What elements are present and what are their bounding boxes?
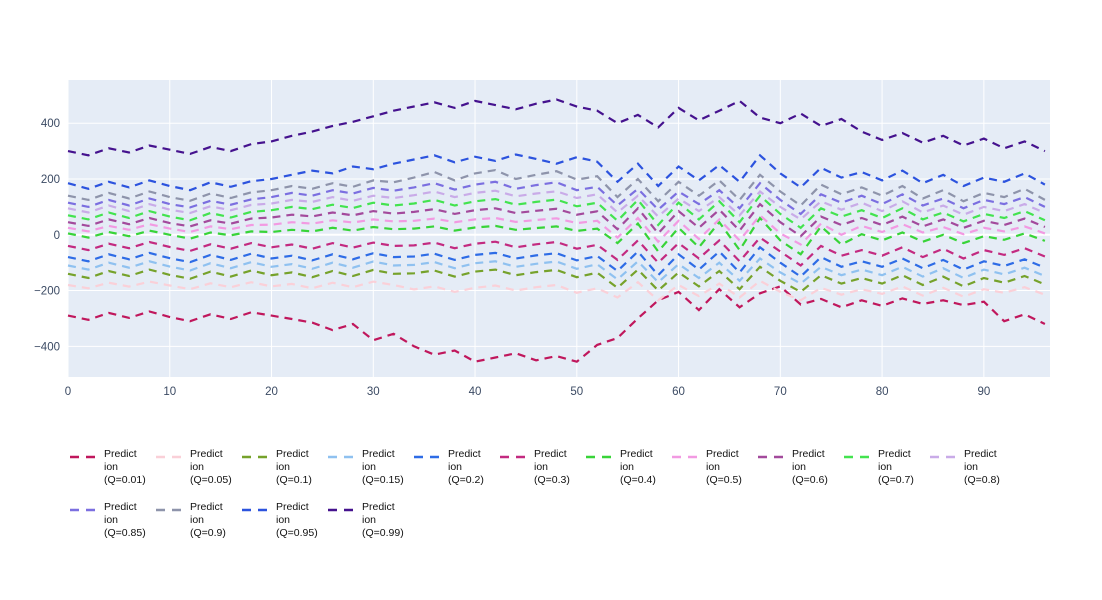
x-tick-label: 20 (265, 386, 278, 398)
x-tick-label: 30 (367, 386, 380, 398)
legend-label: Predict ion (Q=0.85) (104, 501, 146, 539)
legend-dash-swatch (328, 508, 358, 512)
legend-item-q0.6[interactable]: Predict ion (Q=0.6) (758, 448, 844, 487)
series-line-0.4[interactable] (67, 216, 1046, 256)
series-line-0.3[interactable] (67, 236, 1046, 267)
series-line-0.99[interactable] (67, 98, 1046, 157)
y-tick-label: 0 (54, 230, 60, 242)
legend-dash-swatch (844, 455, 874, 459)
series-line-0.9[interactable] (67, 168, 1046, 207)
x-tick-label: 70 (774, 386, 787, 398)
legend-item-q0.2[interactable]: Predict ion (Q=0.2) (414, 448, 500, 487)
series-line-0.5[interactable] (67, 213, 1046, 246)
legend-dash-swatch (500, 455, 530, 459)
plot-area (68, 80, 1050, 377)
series-line-0.2[interactable] (67, 245, 1046, 279)
chart-canvas: 0 10 20 30 40 50 60 70 80 90 −400 −200 0 200 400 (34, 80, 1050, 398)
x-tick-label: 90 (977, 386, 990, 398)
legend-dash-swatch (156, 508, 186, 512)
series-line-0.85[interactable] (67, 180, 1046, 216)
x-tick-label: 10 (163, 386, 176, 398)
legend-item-q0.5[interactable]: Predict ion (Q=0.5) (672, 448, 758, 487)
legend-label: Predict ion (Q=0.3) (534, 448, 570, 486)
chart-legend: Predict ion (Q=0.01) Predict ion (Q=0.05)… (70, 448, 1082, 554)
series-line-0.8[interactable] (67, 189, 1046, 221)
series-line-0.15[interactable] (67, 257, 1046, 285)
legend-dash-swatch (930, 455, 960, 459)
legend-item-q0.15[interactable]: Predict ion (Q=0.15) (328, 448, 414, 487)
legend-dash-swatch (328, 455, 358, 459)
legend-item-q0.95[interactable]: Predict ion (Q=0.95) (242, 501, 328, 540)
legend-item-q0.9[interactable]: Predict ion (Q=0.9) (156, 501, 242, 540)
y-tick-label: −400 (34, 341, 60, 353)
legend-label: Predict ion (Q=0.05) (190, 448, 232, 486)
legend-dash-swatch (758, 455, 788, 459)
legend-label: Predict ion (Q=0.1) (276, 448, 312, 486)
series-line-0.95[interactable] (67, 153, 1046, 192)
series-line-0.1[interactable] (67, 265, 1046, 294)
legend-item-q0.3[interactable]: Predict ion (Q=0.3) (500, 448, 586, 487)
legend-label: Predict ion (Q=0.6) (792, 448, 828, 486)
y-tick-label: 200 (41, 174, 60, 186)
x-tick-label: 50 (570, 386, 583, 398)
legend-dash-swatch (70, 455, 100, 459)
legend-item-q0.01[interactable]: Predict ion (Q=0.01) (70, 448, 156, 487)
series-line-0.7[interactable] (67, 194, 1046, 230)
legend-label: Predict ion (Q=0.4) (620, 448, 656, 486)
legend-item-q0.8[interactable]: Predict ion (Q=0.8) (930, 448, 1016, 487)
legend-label: Predict ion (Q=0.2) (448, 448, 484, 486)
series-line-0.05[interactable] (67, 279, 1046, 302)
legend-label: Predict ion (Q=0.9) (190, 501, 226, 539)
x-tick-label: 40 (469, 386, 482, 398)
legend-label: Predict ion (Q=0.15) (362, 448, 404, 486)
series-line-0.01[interactable] (67, 285, 1046, 363)
legend-item-q0.1[interactable]: Predict ion (Q=0.1) (242, 448, 328, 487)
legend-dash-swatch (242, 508, 272, 512)
x-tick-label: 80 (876, 386, 889, 398)
legend-label: Predict ion (Q=0.8) (964, 448, 1000, 486)
legend-label: Predict ion (Q=0.01) (104, 448, 146, 486)
legend-label: Predict ion (Q=0.99) (362, 501, 404, 539)
legend-dash-swatch (242, 455, 272, 459)
y-tick-label: −200 (34, 286, 60, 298)
x-tick-label: 60 (672, 386, 685, 398)
legend-item-q0.4[interactable]: Predict ion (Q=0.4) (586, 448, 672, 487)
legend-label: Predict ion (Q=0.95) (276, 501, 318, 539)
legend-label: Predict ion (Q=0.7) (878, 448, 914, 486)
x-tick-label: 0 (65, 386, 71, 398)
legend-dash-swatch (70, 508, 100, 512)
legend-dash-swatch (414, 455, 444, 459)
legend-item-q0.7[interactable]: Predict ion (Q=0.7) (844, 448, 930, 487)
legend-label: Predict ion (Q=0.5) (706, 448, 742, 486)
legend-item-q0.05[interactable]: Predict ion (Q=0.05) (156, 448, 242, 487)
legend-dash-swatch (586, 455, 616, 459)
legend-item-q0.85[interactable]: Predict ion (Q=0.85) (70, 501, 156, 540)
legend-item-q0.99[interactable]: Predict ion (Q=0.99) (328, 501, 414, 540)
legend-dash-swatch (156, 455, 186, 459)
series-line-0.6[interactable] (67, 202, 1046, 238)
legend-dash-swatch (672, 455, 702, 459)
y-tick-label: 400 (41, 118, 60, 130)
